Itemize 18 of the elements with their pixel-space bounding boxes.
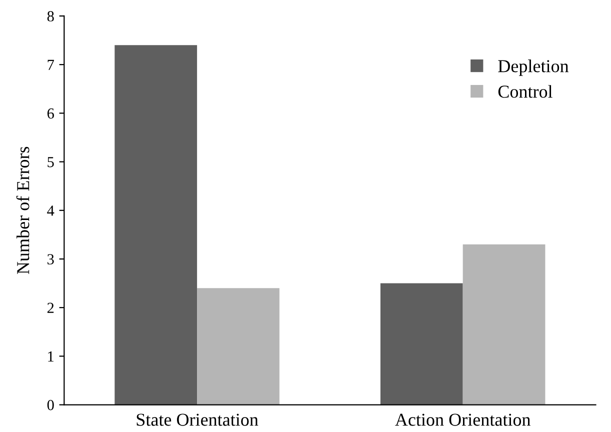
y-axis-title: Number of Errors [16, 146, 30, 274]
y-tick-label: 3 [48, 254, 54, 264]
legend-label: Depletion [498, 60, 569, 76]
y-tick-label: 6 [47, 108, 54, 119]
y-tick-label: 0 [47, 400, 54, 410]
legend-label: Control [498, 85, 552, 98]
y-tick-label: 8 [47, 11, 54, 22]
bar [197, 288, 280, 405]
bar [114, 45, 198, 405]
bar [462, 244, 546, 405]
y-tick-label: 4 [47, 206, 54, 216]
y-tick-label: 7 [48, 60, 54, 70]
x-tick-label: Action Orientation [395, 414, 530, 426]
y-tick-label: 1 [48, 351, 54, 362]
y-tick-label: 2 [47, 302, 54, 313]
y-tick-label: 5 [48, 157, 54, 168]
bar [380, 283, 463, 405]
x-tick-label: State Orientation [136, 414, 258, 426]
